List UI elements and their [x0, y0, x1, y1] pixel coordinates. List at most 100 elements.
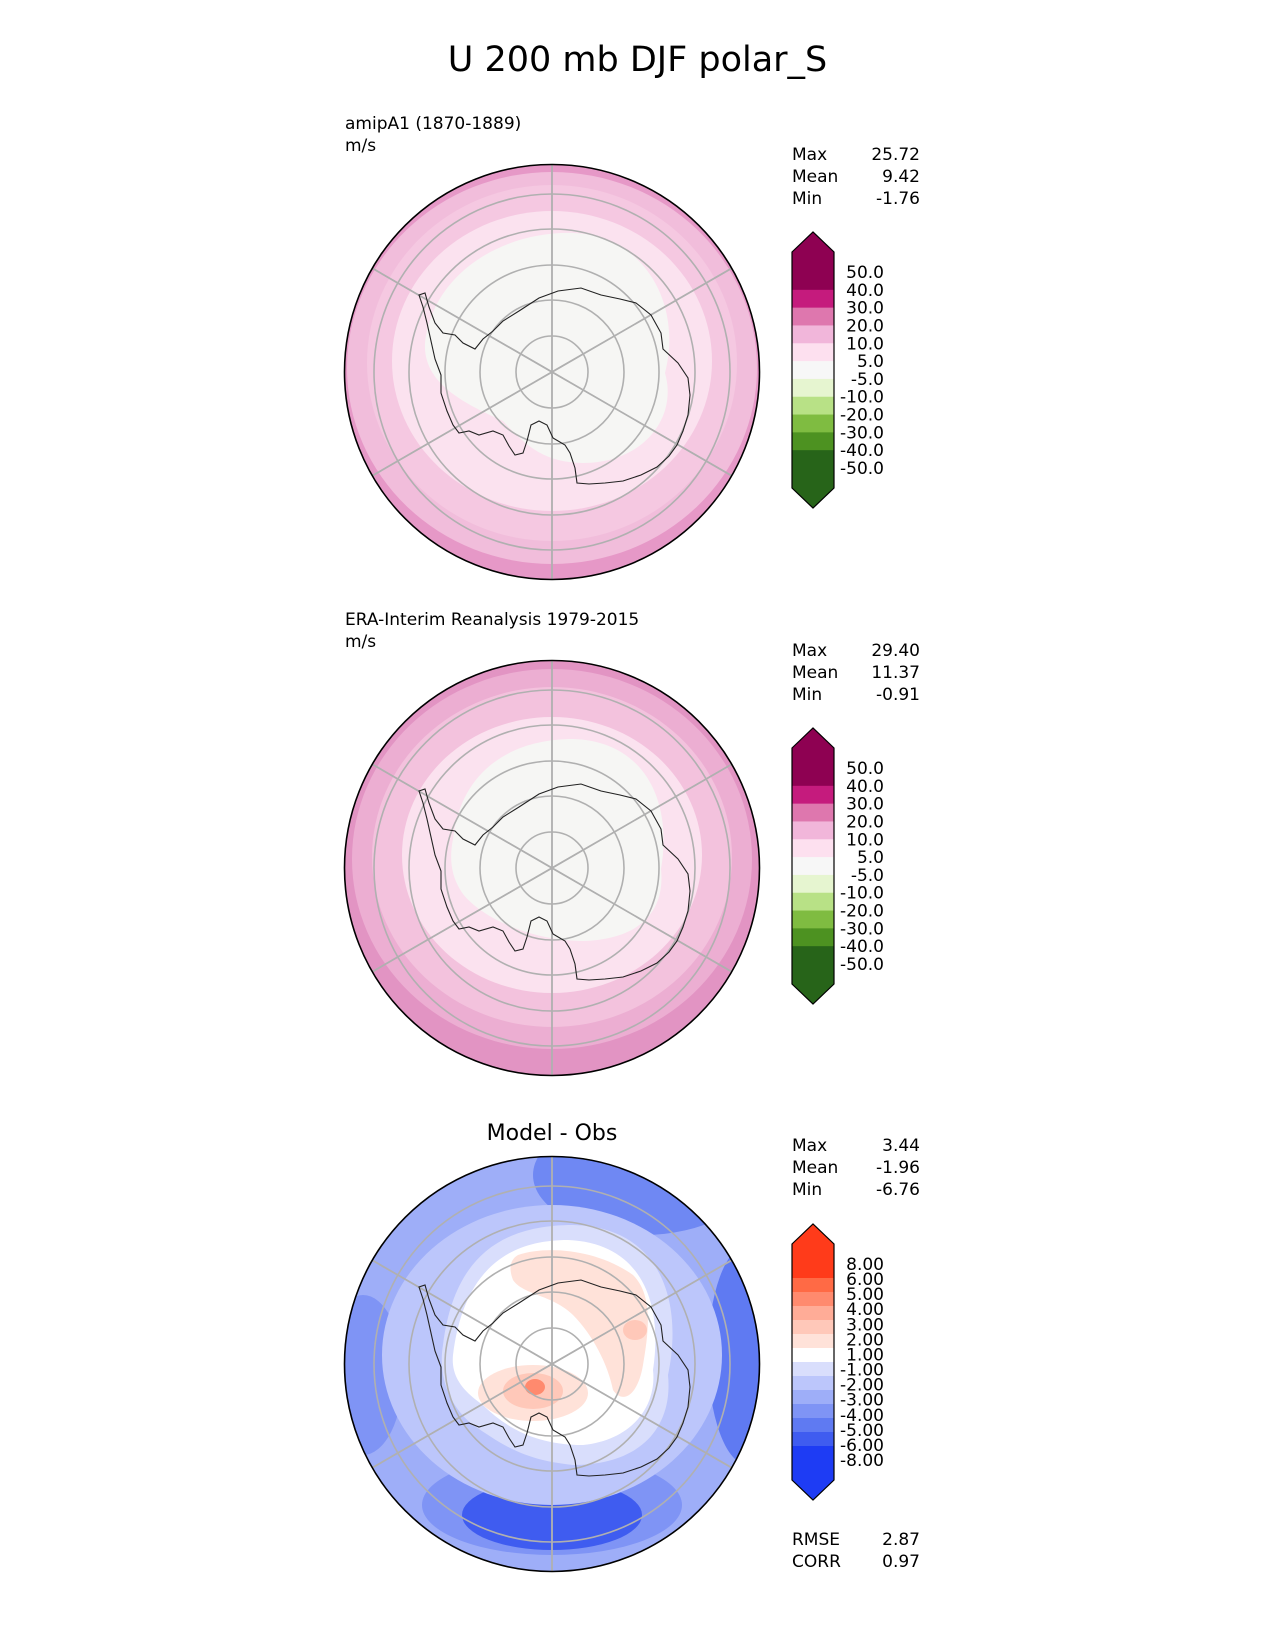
- stat-max: Max 29.40: [792, 640, 920, 662]
- panel-2-title-line1: ERA-Interim Reanalysis 1979-2015: [345, 610, 640, 630]
- metric-corr: CORR 0.97: [792, 1551, 920, 1573]
- colorbar-tick-label: -5.0: [851, 370, 884, 390]
- colorbar-tick-label: 40.0: [846, 281, 884, 301]
- colorbar-segment: [792, 839, 834, 858]
- stat-value: 9.42: [882, 167, 920, 187]
- stat-max: Max 3.44: [792, 1135, 920, 1157]
- map-field: [344, 164, 760, 580]
- colorbar-extension-bottom: [792, 468, 834, 508]
- panel-1-units: m/s: [345, 136, 377, 156]
- colorbar-tick-label: 40.0: [846, 777, 884, 797]
- colorbar-segment: [792, 1390, 834, 1405]
- colorbar-tick-label: -30.0: [840, 423, 884, 443]
- colorbar-tick-label: -20.0: [840, 406, 884, 426]
- metric-label: RMSE: [792, 1530, 841, 1550]
- stat-min: Min -1.76: [792, 188, 920, 210]
- stat-max: Max 25.72: [792, 144, 920, 166]
- contour-below-5: [424, 232, 670, 463]
- colorbar-tick-label: -3.00: [840, 1391, 884, 1411]
- map-field: [344, 660, 760, 1076]
- stat-min: Min -6.76: [792, 1179, 920, 1201]
- colorbar-segment: [792, 289, 834, 309]
- metric-value: 2.87: [882, 1530, 920, 1550]
- colorbar-tick-label: -1.00: [840, 1361, 884, 1381]
- colorbar-outline: [791, 1223, 835, 1501]
- colorbar-segment: [792, 857, 834, 876]
- longitude-line: [352, 1363, 553, 1480]
- colorbar-tick-label: 10.0: [846, 830, 884, 850]
- stat-value: -1.76: [876, 189, 920, 209]
- colorbar-tick-label: 5.0: [857, 352, 884, 372]
- colorbar-tick-label: -40.0: [840, 441, 884, 461]
- colorbar-tick-label: 30.0: [846, 299, 884, 319]
- colorbar-tick-label: 50.0: [846, 759, 884, 779]
- colorbar-tick-label: 1.00: [846, 1345, 884, 1365]
- colorbar-tick-label: 20.0: [846, 316, 884, 336]
- colorbar-segment: [792, 361, 834, 380]
- colorbar-outline: [791, 727, 835, 1005]
- colorbar-segment: [792, 1264, 834, 1279]
- metric-label: CORR: [792, 1552, 841, 1572]
- colorbar-segment: [792, 414, 834, 433]
- stat-mean: Mean -1.96: [792, 1157, 920, 1179]
- polar-map-ref: [343, 659, 761, 1077]
- colorbar-segment: [792, 1404, 834, 1419]
- colorbar-tick-label: 20.0: [846, 812, 884, 832]
- colorbar-extension-bottom: [792, 964, 834, 1004]
- contour-below-5: [451, 739, 664, 941]
- colorbar-segment: [792, 1432, 834, 1447]
- longitude-line: [551, 1248, 752, 1365]
- stat-value: 11.37: [871, 663, 920, 683]
- colorbar-tick-label: -50.0: [840, 459, 884, 479]
- contour-2-3: [623, 1320, 647, 1340]
- colorbar-tick-label: -2.00: [840, 1376, 884, 1396]
- colorbar-segment: [792, 1362, 834, 1377]
- colorbar-segment: [792, 1418, 834, 1433]
- colorbar-segment: [792, 910, 834, 929]
- colorbar-ref: 50.040.030.020.010.05.0-5.0-10.0-20.0-30…: [791, 727, 884, 1005]
- longitude-line: [352, 256, 553, 373]
- graticule: [352, 660, 752, 1076]
- colorbar-segment: [792, 1278, 834, 1293]
- colorbar-tick-label: 30.0: [846, 795, 884, 815]
- longitude-line: [551, 867, 752, 984]
- colorbar-tick-label: -10.0: [840, 388, 884, 408]
- map-boundary: [343, 163, 761, 581]
- colorbar-extension-top: [792, 728, 834, 768]
- panel-3-title: Model - Obs: [486, 1121, 618, 1146]
- longitude-line: [352, 371, 553, 488]
- colorbar-tick-label: 10.0: [846, 334, 884, 354]
- colorbar-segment: [792, 1306, 834, 1321]
- stat-label: Min: [792, 189, 823, 209]
- stat-value: -6.76: [876, 1180, 920, 1200]
- colorbar-tick-label: -5.00: [840, 1421, 884, 1441]
- polar-map-test: [343, 163, 761, 581]
- stat-value: 3.44: [882, 1136, 920, 1156]
- colorbar-tick-label: 5.00: [846, 1285, 884, 1305]
- colorbar-tick-label: -8.00: [840, 1451, 884, 1471]
- metric-rmse: RMSE 2.87: [792, 1529, 920, 1551]
- colorbar-diff: 8.006.005.004.003.002.001.00-1.00-2.00-3…: [791, 1223, 884, 1501]
- metric-value: 0.97: [882, 1552, 920, 1572]
- panel-3-stats: Max 3.44 Mean -1.96 Min -6.76: [792, 1135, 920, 1201]
- longitude-line: [551, 1363, 752, 1480]
- stat-min: Min -0.91: [792, 684, 920, 706]
- stat-value: 25.72: [871, 145, 920, 165]
- colorbar-tick-label: -4.00: [840, 1406, 884, 1426]
- colorbar-segment: [792, 1348, 834, 1363]
- colorbar-segment: [792, 785, 834, 805]
- map-boundary: [343, 659, 761, 1077]
- figure-title: U 200 mb DJF polar_S: [447, 40, 828, 80]
- colorbar-segment: [792, 874, 834, 894]
- colorbar-tick-label: 50.0: [846, 263, 884, 283]
- colorbar-outline: [791, 231, 835, 509]
- colorbar-segment: [792, 1292, 834, 1307]
- contour-neg5-neg4: [344, 1295, 403, 1455]
- stat-label: Max: [792, 1136, 828, 1156]
- colorbar-segment: [792, 378, 834, 398]
- colorbar-test: 50.040.030.020.010.05.0-5.0-10.0-20.0-30…: [791, 231, 884, 509]
- longitude-line: [551, 752, 752, 869]
- colorbar-segment: [792, 450, 834, 469]
- polar-map-diff: [343, 1155, 761, 1573]
- colorbar-tick-label: -20.0: [840, 902, 884, 922]
